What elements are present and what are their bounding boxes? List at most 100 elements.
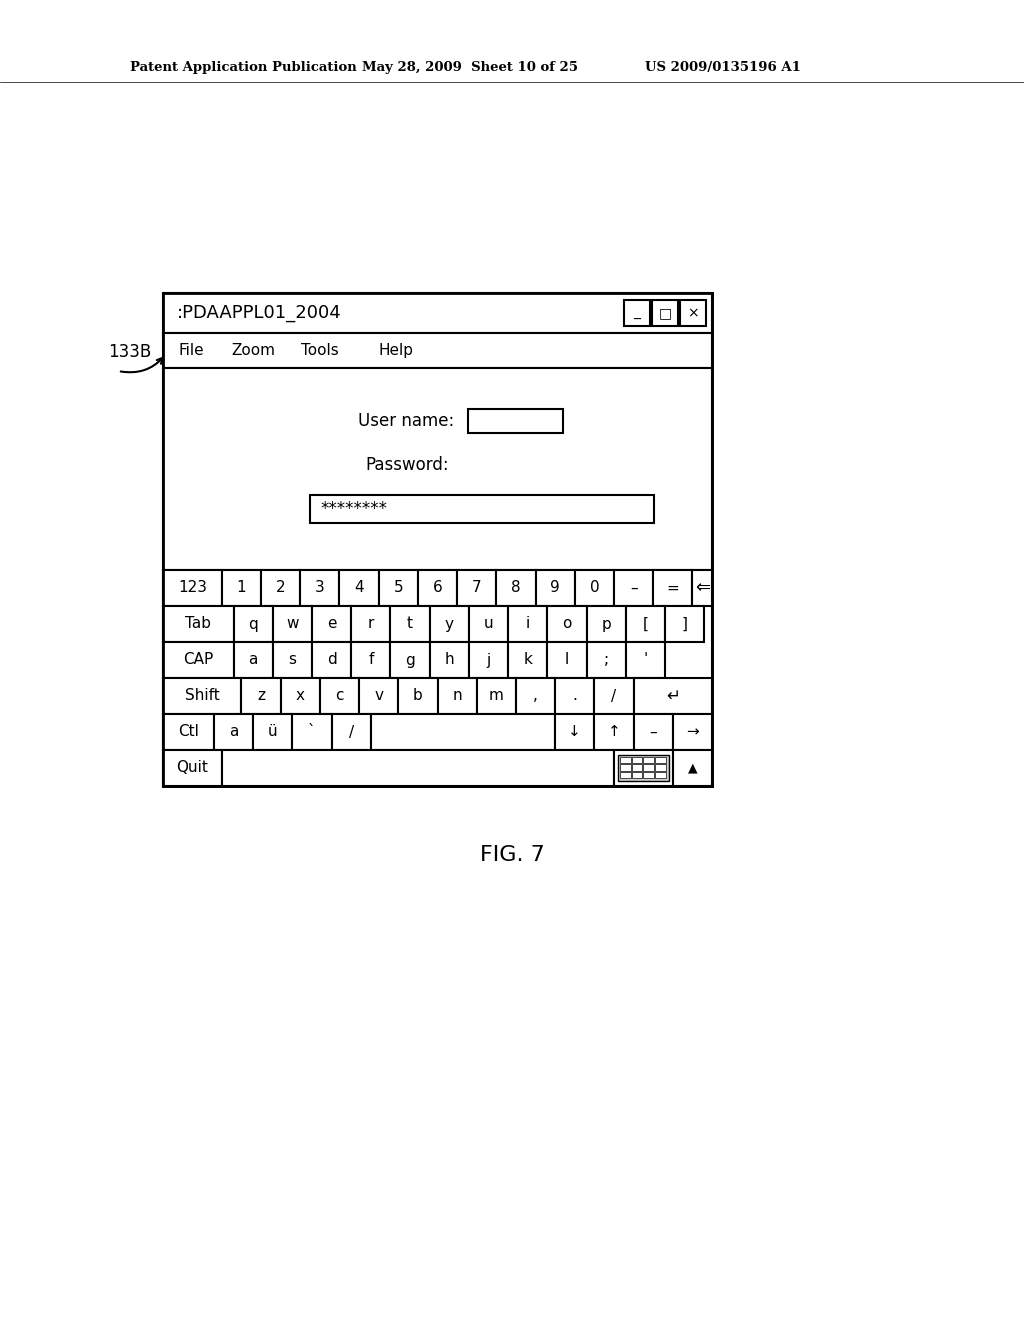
Bar	[351, 642, 390, 678]
Text: □: □	[658, 306, 672, 319]
Text: May 28, 2009  Sheet 10 of 25: May 28, 2009 Sheet 10 of 25	[362, 62, 578, 74]
Bar	[351, 606, 390, 642]
Text: [: [	[642, 616, 648, 631]
Bar	[319, 678, 359, 714]
Text: 7: 7	[472, 581, 481, 595]
Text: b: b	[413, 689, 423, 704]
Text: f: f	[369, 652, 374, 668]
Bar	[624, 300, 650, 326]
Text: _: _	[634, 306, 640, 319]
Text: File: File	[179, 343, 205, 358]
Bar	[281, 678, 319, 714]
Text: z: z	[257, 689, 265, 704]
Bar	[634, 714, 673, 750]
Text: 5: 5	[393, 581, 403, 595]
Text: CAP: CAP	[183, 652, 213, 668]
Text: t: t	[408, 616, 413, 631]
Text: Tools: Tools	[301, 343, 339, 358]
Text: 133B: 133B	[108, 343, 152, 360]
Bar	[163, 606, 233, 642]
Bar	[614, 750, 673, 785]
Text: .: .	[572, 689, 578, 704]
Text: Shift: Shift	[185, 689, 219, 704]
Bar	[163, 293, 712, 785]
Text: ×: ×	[687, 306, 698, 319]
Text: 3: 3	[315, 581, 325, 595]
Bar	[371, 714, 555, 750]
Text: ↑: ↑	[607, 725, 621, 739]
Text: w: w	[286, 616, 299, 631]
Bar	[468, 408, 563, 433]
Text: p: p	[601, 616, 611, 631]
Bar	[692, 570, 712, 606]
Bar	[620, 756, 631, 763]
Text: c: c	[335, 689, 344, 704]
Bar	[469, 606, 508, 642]
Text: 2: 2	[275, 581, 286, 595]
Text: :PDAAPPL01_2004: :PDAAPPL01_2004	[177, 304, 342, 322]
Bar	[587, 642, 626, 678]
Text: US 2009/0135196 A1: US 2009/0135196 A1	[645, 62, 801, 74]
Text: 0: 0	[590, 581, 599, 595]
Text: ▲: ▲	[687, 762, 697, 775]
Bar	[516, 678, 555, 714]
Text: k: k	[523, 652, 532, 668]
Bar	[555, 678, 594, 714]
Bar	[214, 714, 253, 750]
Text: Tab: Tab	[185, 616, 211, 631]
Text: User name:: User name:	[358, 412, 455, 429]
Bar	[163, 750, 222, 785]
Bar	[261, 570, 300, 606]
Bar	[477, 678, 516, 714]
Bar	[398, 678, 437, 714]
Bar	[508, 606, 547, 642]
Bar	[643, 772, 654, 777]
Bar	[418, 570, 457, 606]
Bar	[163, 714, 214, 750]
Text: g: g	[406, 652, 415, 668]
Bar	[163, 368, 712, 570]
Bar	[390, 642, 430, 678]
Bar	[379, 570, 418, 606]
Text: m: m	[488, 689, 504, 704]
Bar	[614, 570, 653, 606]
Bar	[653, 570, 692, 606]
Bar	[163, 642, 233, 678]
Bar	[632, 772, 642, 777]
Bar	[620, 772, 631, 777]
Bar	[163, 293, 712, 333]
Bar	[617, 755, 669, 781]
Text: ]: ]	[682, 616, 687, 631]
Bar	[457, 570, 497, 606]
Bar	[272, 606, 312, 642]
Text: /: /	[611, 689, 616, 704]
Text: ü: ü	[268, 725, 278, 739]
Text: Patent Application Publication: Patent Application Publication	[130, 62, 356, 74]
Bar	[574, 570, 614, 606]
Bar	[233, 606, 272, 642]
Bar	[469, 642, 508, 678]
Bar	[163, 570, 712, 785]
Text: a: a	[249, 652, 258, 668]
Bar	[163, 293, 712, 785]
Bar	[555, 714, 594, 750]
Text: j: j	[486, 652, 490, 668]
Bar	[594, 678, 634, 714]
Text: Password:: Password:	[365, 455, 449, 474]
Text: ********: ********	[321, 500, 387, 519]
Bar	[634, 678, 712, 714]
Bar	[300, 570, 340, 606]
Bar	[655, 764, 666, 771]
Bar	[233, 642, 272, 678]
Bar	[594, 714, 634, 750]
Text: l: l	[565, 652, 569, 668]
Text: 123: 123	[178, 581, 207, 595]
Text: u: u	[483, 616, 494, 631]
Bar	[430, 606, 469, 642]
Text: 6: 6	[432, 581, 442, 595]
Text: s: s	[289, 652, 296, 668]
Text: ˋ: ˋ	[308, 725, 315, 739]
Text: =: =	[667, 581, 679, 595]
Text: /: /	[348, 725, 353, 739]
Text: ↓: ↓	[568, 725, 582, 739]
